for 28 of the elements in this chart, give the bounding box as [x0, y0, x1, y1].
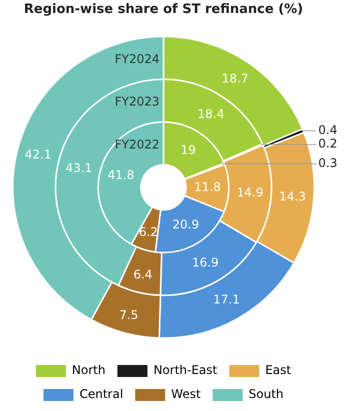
- data-label: 43.1: [65, 160, 92, 175]
- data-label: 6.4: [133, 268, 152, 282]
- data-label: 19: [180, 143, 196, 158]
- data-label: 42.1: [24, 147, 52, 162]
- data-label: 18.4: [198, 106, 224, 121]
- data-label: 17.1: [213, 292, 240, 306]
- slice-label: FY2022: [114, 137, 160, 152]
- data-label: 0.2: [318, 136, 338, 151]
- data-label: 0.4: [318, 122, 338, 137]
- slice-label: FY2023: [114, 94, 160, 109]
- data-label: 6.2: [138, 224, 158, 239]
- data-label: 14.3: [279, 189, 306, 204]
- data-label: 7.5: [119, 308, 138, 322]
- legend-label: South: [248, 387, 284, 402]
- data-label: 18.7: [222, 72, 249, 86]
- data-label: 16.9: [192, 255, 219, 270]
- data-label: 11.8: [194, 180, 221, 194]
- legend-label: West: [171, 387, 201, 402]
- legend-label: North: [72, 363, 106, 378]
- data-label: 14.9: [236, 185, 264, 200]
- slice-label: FY2024: [114, 52, 160, 66]
- legend-label: North-East: [153, 363, 218, 378]
- legend-label: Central: [79, 387, 124, 402]
- data-label: 20.9: [172, 217, 200, 232]
- legend-label: East: [265, 363, 292, 378]
- chart-title: Region-wise share of ST refinance (%): [24, 2, 304, 18]
- data-label: 41.8: [108, 168, 134, 182]
- data-label: 0.3: [318, 156, 338, 170]
